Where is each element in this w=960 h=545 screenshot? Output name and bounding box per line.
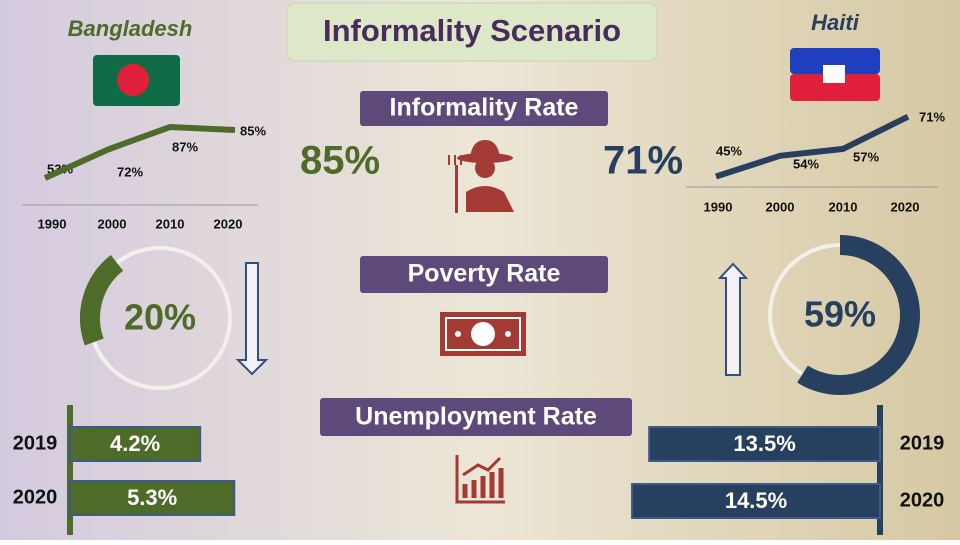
money-icon — [440, 312, 526, 356]
section-box — [360, 256, 608, 293]
flag-emblem — [117, 64, 149, 96]
trend-line — [715, 114, 910, 180]
section-label: Unemployment Rate — [355, 403, 597, 431]
trend-line — [43, 123, 236, 181]
data-label: 72% — [117, 164, 143, 179]
poverty-rate: 59% — [804, 294, 876, 335]
year-label: 2020 — [900, 489, 945, 511]
x-tick-label: 2000 — [98, 216, 127, 231]
bar-axis — [67, 405, 73, 535]
bar — [69, 426, 202, 462]
title: Informality Scenario — [323, 13, 621, 48]
x-tick-label: 2010 — [156, 216, 185, 231]
bar-axis — [877, 405, 883, 535]
bar — [648, 426, 882, 462]
year-label: 2019 — [13, 432, 58, 454]
x-tick-label: 1990 — [38, 216, 67, 231]
x-tick-label: 1990 — [704, 199, 733, 214]
title-box — [286, 2, 658, 62]
flag — [790, 48, 880, 74]
donut-arc — [80, 254, 124, 346]
bar-label: 14.5% — [725, 488, 787, 513]
poverty-rate: 20% — [124, 297, 196, 338]
informality-rate: 85% — [300, 139, 380, 183]
bar — [631, 483, 881, 519]
year-label: 2019 — [900, 432, 945, 454]
data-label: 71% — [919, 109, 945, 124]
up-arrow — [717, 262, 749, 376]
country-name: Haiti — [811, 10, 860, 35]
x-tick-label: 2010 — [829, 199, 858, 214]
section-box — [320, 398, 632, 436]
donut-arc — [797, 235, 920, 395]
bar-label: 13.5% — [733, 431, 795, 456]
flag — [790, 74, 880, 101]
flag-emblem — [823, 65, 845, 83]
data-label: 45% — [716, 143, 742, 158]
section-box — [360, 91, 608, 126]
growth-icon — [455, 455, 505, 504]
x-tick-label: 2000 — [766, 199, 795, 214]
x-tick-label: 2020 — [891, 199, 920, 214]
year-label: 2020 — [13, 486, 58, 508]
data-label: 87% — [172, 139, 198, 154]
data-label: 57% — [853, 149, 879, 164]
data-label: 54% — [793, 156, 819, 171]
informality-rate: 71% — [603, 139, 683, 183]
section-label: Informality Rate — [390, 94, 579, 122]
country-name: Bangladesh — [68, 16, 193, 41]
section-label: Poverty Rate — [408, 260, 561, 288]
x-tick-label: 2020 — [214, 216, 243, 231]
bar — [69, 480, 236, 516]
bar-label: 5.3% — [127, 485, 177, 510]
down-arrow — [235, 262, 269, 376]
data-label: 85% — [240, 123, 266, 138]
farmer-icon — [448, 140, 514, 213]
bar-label: 4.2% — [110, 431, 160, 456]
